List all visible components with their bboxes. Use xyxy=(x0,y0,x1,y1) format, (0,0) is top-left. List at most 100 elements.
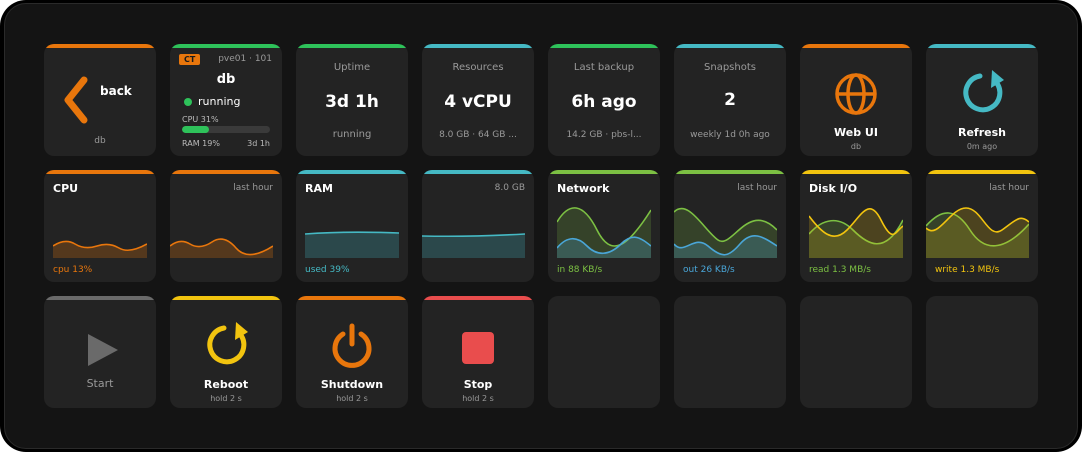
cpu-label: CPU 31% xyxy=(182,115,219,124)
snapshots-sub: weekly 1d 0h ago xyxy=(690,130,770,140)
reboot-key[interactable]: Reboot hold 2 s xyxy=(170,296,282,408)
key-accent-bar xyxy=(548,44,660,48)
container-name: db xyxy=(216,72,236,87)
ram-chart-right xyxy=(422,233,525,258)
resources-value: 4 vCPU xyxy=(444,92,512,112)
key-accent-bar xyxy=(674,170,786,174)
key-accent-bar xyxy=(674,44,786,48)
disk-chart-key[interactable]: Disk I/O read 1.3 MB/s xyxy=(800,170,912,282)
cpu-chart-foot: cpu 13% xyxy=(53,265,93,275)
power-icon xyxy=(332,323,372,368)
chevron-left-icon xyxy=(64,76,88,124)
resources-sub: 8.0 GB · 64 GB ... xyxy=(439,130,517,140)
key-accent-bar xyxy=(296,44,408,48)
network-chart-key[interactable]: Network in 88 KB/s xyxy=(548,170,660,282)
restart-icon xyxy=(207,322,248,365)
key-accent-bar xyxy=(296,296,408,300)
status-text: running xyxy=(198,95,241,108)
key-accent-bar xyxy=(926,170,1038,174)
empty-key[interactable] xyxy=(548,296,660,408)
cpu-chart-key[interactable]: CPU cpu 13% xyxy=(44,170,156,282)
refresh-label: Refresh xyxy=(958,126,1006,139)
key-accent-bar xyxy=(422,170,534,174)
cpu-chart-range: last hour xyxy=(233,183,273,193)
type-badge: CT xyxy=(179,54,201,65)
empty-key[interactable] xyxy=(926,296,1038,408)
uptime-label: 3d 1h xyxy=(247,139,270,148)
ram-chart-title: RAM xyxy=(305,182,333,195)
start-key[interactable]: Start xyxy=(44,296,156,408)
play-icon xyxy=(88,334,118,366)
stop-key[interactable]: Stop hold 2 s xyxy=(422,296,534,408)
network-chart-key-right[interactable]: last hour out 26 KB/s xyxy=(674,170,786,282)
backup-sub: 14.2 GB · pbs-l... xyxy=(566,130,642,140)
key-accent-bar xyxy=(422,44,534,48)
empty-key[interactable] xyxy=(800,296,912,408)
cpu-progress-fill xyxy=(182,126,210,133)
key-accent-bar xyxy=(44,170,156,174)
refresh-key[interactable]: Refresh 0m ago xyxy=(926,44,1038,156)
network-chart-right xyxy=(674,207,777,258)
snapshots-key[interactable]: Snapshots 2 weekly 1d 0h ago xyxy=(674,44,786,156)
empty-key[interactable] xyxy=(674,296,786,408)
disk-chart-right xyxy=(926,207,1029,258)
disk-read-foot: read 1.3 MB/s xyxy=(809,265,871,275)
uptime-value: 3d 1h xyxy=(325,92,379,112)
snapshots-value: 2 xyxy=(724,90,736,110)
key-accent-bar xyxy=(44,44,156,48)
ram-chart-left xyxy=(305,231,399,258)
refresh-icon xyxy=(963,70,1004,113)
ram-label: RAM 19% xyxy=(182,139,220,148)
key-accent-bar xyxy=(422,296,534,300)
container-key[interactable]: CT pve01 · 101 db running CPU 31% RAM 19… xyxy=(170,44,282,156)
cpu-chart-title: CPU xyxy=(53,182,79,195)
disk-chart-left xyxy=(809,208,903,258)
key-accent-bar xyxy=(170,170,282,174)
key-accent-bar xyxy=(548,170,660,174)
web-ui-sub: db xyxy=(850,142,862,151)
uptime-key[interactable]: Uptime 3d 1h running xyxy=(296,44,408,156)
web-ui-label: Web UI xyxy=(834,126,878,139)
stop-sub: hold 2 s xyxy=(462,394,494,403)
refresh-sub: 0m ago xyxy=(966,142,998,151)
back-label: back xyxy=(100,84,132,98)
network-chart-left xyxy=(557,207,651,258)
globe-icon xyxy=(835,73,877,115)
web-ui-key[interactable]: Web UI db xyxy=(800,44,912,156)
network-in-foot: in 88 KB/s xyxy=(557,265,603,275)
resources-key[interactable]: Resources 4 vCPU 8.0 GB · 64 GB ... xyxy=(422,44,534,156)
uptime-title: Uptime xyxy=(333,62,371,73)
host-id: pve01 · 101 xyxy=(218,54,272,64)
shutdown-sub: hold 2 s xyxy=(336,394,368,403)
key-accent-bar xyxy=(170,44,282,48)
disk-chart-key-right[interactable]: last hour write 1.3 MB/s xyxy=(926,170,1038,282)
back-key[interactable]: back db xyxy=(44,44,156,156)
disk-chart-title: Disk I/O xyxy=(809,182,858,195)
ram-chart-key-right[interactable]: 8.0 GB xyxy=(422,170,534,282)
ram-chart-foot: used 39% xyxy=(305,265,350,275)
status-dot xyxy=(184,98,192,106)
stop-icon xyxy=(462,332,494,364)
back-sub: db xyxy=(94,136,106,146)
cpu-chart-right xyxy=(170,238,273,258)
cpu-chart-key-right[interactable]: last hour xyxy=(170,170,282,282)
key-accent-bar xyxy=(926,44,1038,48)
stop-label: Stop xyxy=(463,378,493,391)
uptime-sub: running xyxy=(332,129,372,140)
cpu-chart-left xyxy=(53,240,147,258)
snapshots-title: Snapshots xyxy=(704,62,756,73)
key-accent-bar xyxy=(800,170,912,174)
network-out-foot: out 26 KB/s xyxy=(683,265,735,275)
network-chart-range: last hour xyxy=(737,183,777,193)
start-label: Start xyxy=(86,377,114,390)
ram-chart-key[interactable]: RAM used 39% xyxy=(296,170,408,282)
reboot-label: Reboot xyxy=(203,378,249,391)
backup-key[interactable]: Last backup 6h ago 14.2 GB · pbs-l... xyxy=(548,44,660,156)
backup-title: Last backup xyxy=(573,62,635,73)
shutdown-key[interactable]: Shutdown hold 2 s xyxy=(296,296,408,408)
network-chart-title: Network xyxy=(557,182,610,195)
cpu-progress xyxy=(182,126,270,133)
shutdown-label: Shutdown xyxy=(320,378,384,391)
key-accent-bar xyxy=(296,170,408,174)
